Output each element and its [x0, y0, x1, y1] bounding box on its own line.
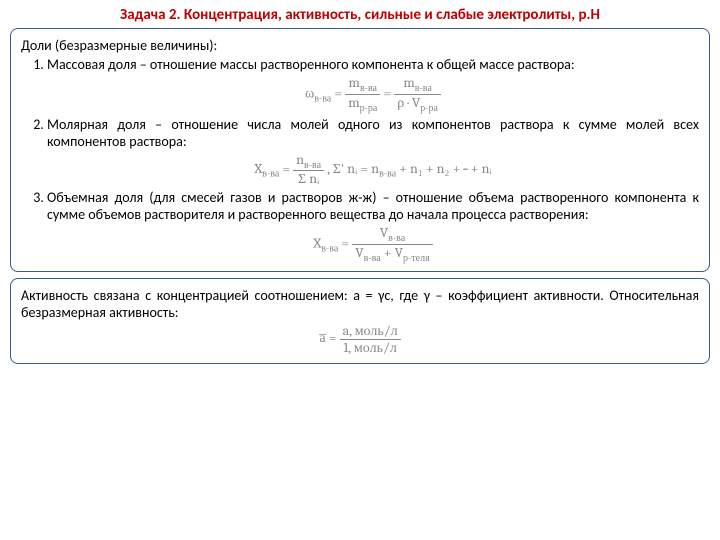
activity-formula: a̅ = a, моль/л 1, моль/л — [21, 323, 699, 355]
box-activity: Активность связана с концентрацией соотн… — [10, 278, 710, 364]
intro-text: Доли (безразмерные величины): — [21, 37, 699, 54]
box-fractions: Доли (безразмерные величины): Массовая д… — [10, 28, 710, 272]
activity-text: Активность связана с концентрацией соотн… — [21, 287, 699, 321]
molar-fraction-item: Молярная доля – отношение числа молей од… — [47, 116, 699, 187]
volume-fraction-formula: Xв-ва = Vв-ва Vв-ва + Vр-теля — [47, 225, 699, 264]
mass-fraction-formula: ωв-ва = mв-ва mр-ра = mв-ва ρ · Vр-ра — [47, 75, 699, 114]
molar-fraction-formula: Xв-ва = nв-ва Σ nᵢ , Σ' nᵢ = nв-ва + n₁ … — [47, 152, 699, 187]
page-title: Задача 2. Концентрация, активность, силь… — [10, 6, 710, 24]
volume-fraction-item: Объемная доля (для смесей газов и раство… — [47, 189, 699, 264]
mass-fraction-item: Массовая доля – отношение массы растворе… — [47, 56, 699, 114]
